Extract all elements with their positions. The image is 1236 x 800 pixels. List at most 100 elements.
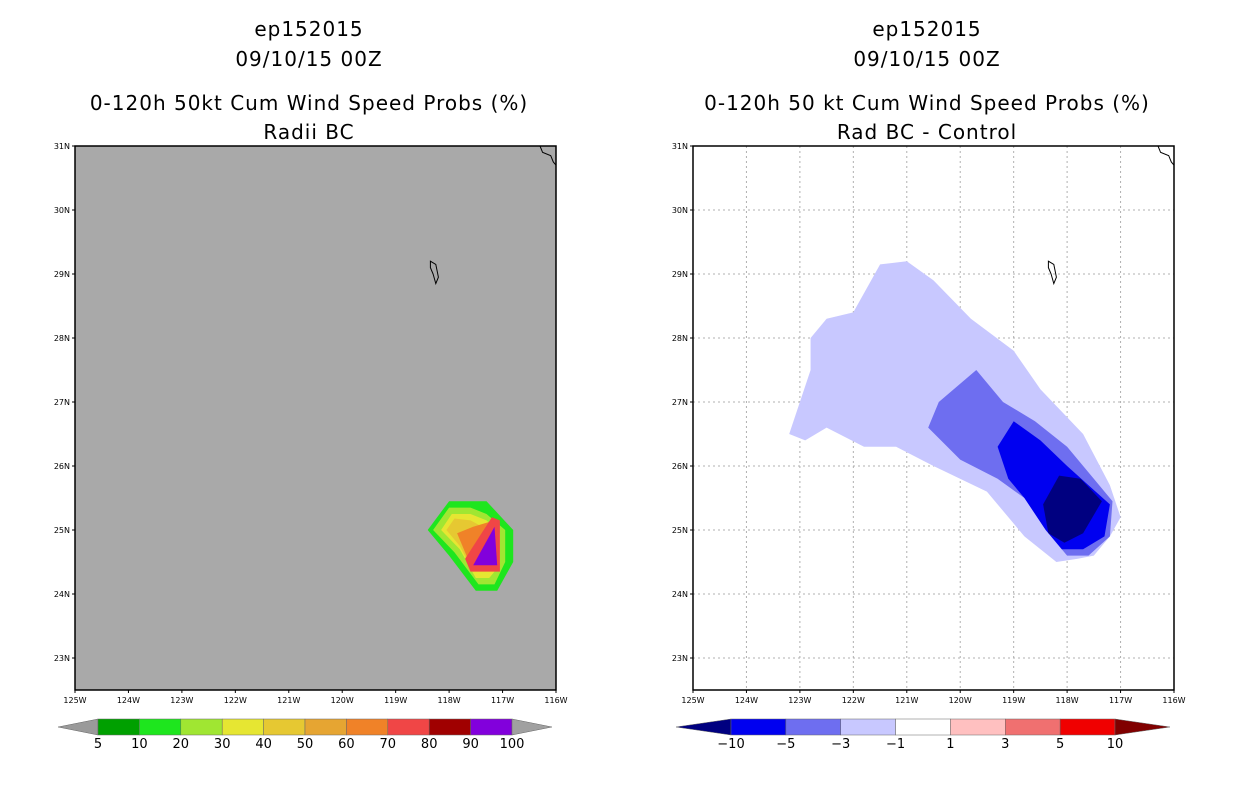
x-tick-label: 117W: [491, 696, 514, 705]
x-tick-label: 122W: [842, 696, 865, 705]
colorbar-box: [730, 718, 787, 736]
y-tick-label: 26N: [54, 462, 70, 471]
colorbar-label: −1: [886, 737, 905, 752]
storm-id-left: ep152015: [254, 17, 364, 41]
colorbar-box: [97, 718, 140, 736]
coastline: [1157, 145, 1175, 166]
y-tick-label: 30N: [54, 206, 70, 215]
x-tick-label: 124W: [117, 696, 140, 705]
x-tick-label: 116W: [544, 696, 567, 705]
x-tick-label: 119W: [1002, 696, 1025, 705]
colorbar-box: [895, 718, 951, 736]
storm-id-right: ep152015: [872, 17, 982, 41]
colorbar-box: [263, 718, 306, 736]
colorbar-box: [470, 718, 513, 736]
colorbar-label: 10: [1107, 737, 1124, 752]
colorbar-label: −3: [831, 737, 850, 752]
colorbar-arrow-low: [57, 718, 99, 736]
colorbar-label: 5: [94, 737, 102, 752]
colorbar-label: 30: [214, 737, 231, 752]
colorbar-label: 1: [946, 737, 954, 752]
map-frame-right: [692, 145, 1175, 691]
chart-title-left: 0-120h 50kt Cum Wind Speed Probs (%): [89, 91, 529, 115]
y-tick-label: 29N: [54, 270, 70, 279]
colorbar-label: 70: [380, 737, 397, 752]
colorbar-box: [139, 718, 182, 736]
colorbar-label: 50: [297, 737, 314, 752]
y-tick-label: 27N: [54, 398, 70, 407]
colorbar-label: 10: [131, 737, 148, 752]
colorbar-label: 5: [1056, 737, 1064, 752]
colorbar-box: [304, 718, 347, 736]
colorbar-arrow-high: [511, 718, 553, 736]
contour-level-neg1: [789, 261, 1121, 562]
contour-level-70: [465, 517, 500, 572]
y-tick-label: 24N: [672, 590, 688, 599]
colorbar-box: [346, 718, 389, 736]
colorbar-label: 40: [255, 737, 272, 752]
x-tick-label: 123W: [170, 696, 193, 705]
colorbar-label: −5: [776, 737, 795, 752]
coastline: [539, 145, 557, 166]
contour-level-neg10: [1043, 475, 1102, 543]
x-tick-label: 116W: [1162, 696, 1185, 705]
datetime-right: 09/10/15 00Z: [853, 47, 1001, 71]
x-tick-label: 121W: [895, 696, 918, 705]
x-tick-label: 125W: [681, 696, 704, 705]
colorbar-label: 3: [1001, 737, 1009, 752]
colorbar-label: 100: [500, 737, 525, 752]
colorbar-box: [1005, 718, 1061, 736]
x-tick-label: 118W: [438, 696, 461, 705]
colorbar-box: [180, 718, 223, 736]
island-outline: [1047, 260, 1057, 286]
y-tick-label: 28N: [54, 334, 70, 343]
map-background-left: [75, 146, 556, 690]
y-tick-label: 25N: [54, 526, 70, 535]
contour-level-60: [457, 520, 500, 572]
y-tick-label: 29N: [672, 270, 688, 279]
colorbar-label: 90: [462, 737, 479, 752]
colorbar-arrow-high: [1114, 718, 1171, 736]
colorbar-box: [950, 718, 1006, 736]
colorbar-box: [785, 718, 841, 736]
x-tick-label: 122W: [224, 696, 247, 705]
y-tick-label: 30N: [672, 206, 688, 215]
x-tick-label: 120W: [949, 696, 972, 705]
island-outline: [429, 260, 439, 286]
y-tick-label: 28N: [672, 334, 688, 343]
right-panel: ep152015 09/10/15 00Z 0-120h 50 kt Cum W…: [618, 0, 1236, 800]
colorbar-label: 20: [173, 737, 190, 752]
y-tick-label: 31N: [672, 142, 688, 151]
x-tick-label: 118W: [1056, 696, 1079, 705]
contour-level-neg3: [928, 370, 1113, 556]
contour-level-90: [473, 526, 498, 566]
y-tick-label: 23N: [54, 654, 70, 663]
colorbar-arrow-low: [675, 718, 732, 736]
colorbar-box: [387, 718, 430, 736]
x-tick-label: 123W: [788, 696, 811, 705]
y-tick-label: 27N: [672, 398, 688, 407]
chart-subtitle-right: Rad BC - Control: [836, 120, 1018, 144]
colorbar-label: −10: [717, 737, 744, 752]
map-background-right: [693, 146, 1174, 690]
y-tick-label: 23N: [672, 654, 688, 663]
x-tick-label: 124W: [735, 696, 758, 705]
left-panel: ep152015 09/10/15 00Z 0-120h 50kt Cum Wi…: [54, 17, 568, 752]
contour-level-neg5: [997, 421, 1110, 550]
contour-level-20: [441, 514, 500, 578]
map-frame-left: [74, 145, 557, 691]
contour-level-40: [446, 518, 495, 572]
y-tick-label: 26N: [672, 462, 688, 471]
chart-title-right: 0-120h 50 kt Cum Wind Speed Probs (%): [704, 91, 1150, 115]
contour-level-10: [433, 507, 506, 585]
colorbar-box: [428, 718, 471, 736]
x-tick-label: 120W: [331, 696, 354, 705]
datetime-left: 09/10/15 00Z: [235, 47, 383, 71]
colorbar-label: 80: [421, 737, 438, 752]
contour-level-5: [427, 501, 514, 591]
y-tick-label: 25N: [672, 526, 688, 535]
x-tick-label: 117W: [1109, 696, 1132, 705]
y-tick-label: 31N: [54, 142, 70, 151]
colorbar-box: [221, 718, 264, 736]
colorbar-label: 60: [338, 737, 355, 752]
